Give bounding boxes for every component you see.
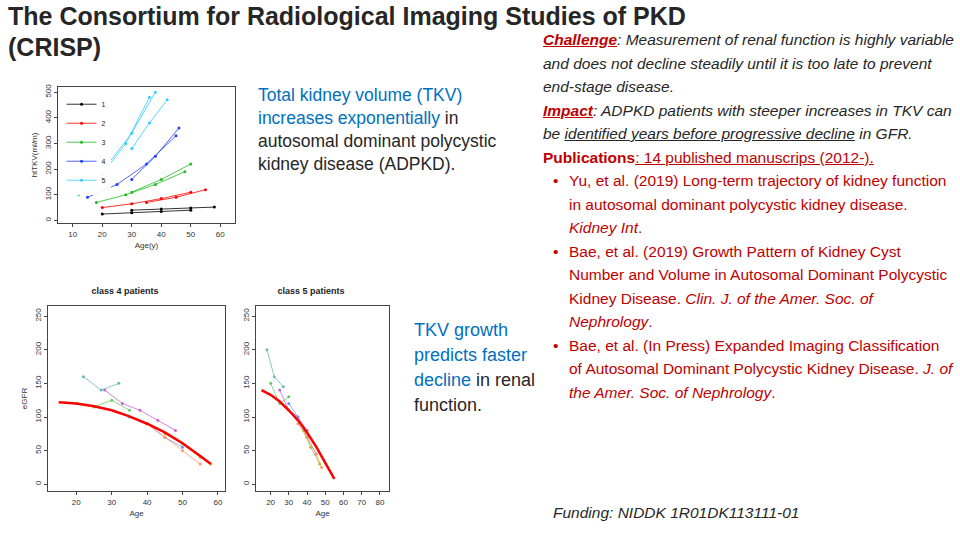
html-text:Publications: 14 published man: Publications: 14 published manuscrips (2… — [543, 148, 874, 166]
svg-text:200: 200 — [34, 341, 43, 355]
svg-text:20: 20 — [266, 498, 275, 507]
svg-text:40: 40 — [303, 498, 312, 507]
html-text:Bae, et al. (2019) Growth Patt: Bae, et al. (2019) Growth Pattern of Kid… — [569, 242, 948, 330]
html-text:The Consortium for Radiologica: The Consortium for Radiological Imaging … — [8, 2, 686, 30]
svg-text:Age(y): Age(y) — [135, 241, 159, 250]
html-text:Impact: ADPKD patients with st: Impact: ADPKD patients with steeper incr… — [543, 101, 952, 142]
html-text:Yu, et al. (2019) Long-term tr: Yu, et al. (2019) Long-term trajectory o… — [569, 172, 947, 213]
html-text:TKV growth predicts faster dec: TKV growth predicts faster decline in re… — [414, 320, 536, 415]
svg-text:40: 40 — [143, 498, 152, 507]
svg-text:500: 500 — [44, 84, 53, 98]
svg-text:100: 100 — [44, 186, 53, 200]
svg-text:400: 400 — [44, 109, 53, 123]
svg-text:5: 5 — [102, 177, 106, 184]
svg-text:0: 0 — [242, 480, 251, 485]
svg-text:eGFR: eGFR — [20, 388, 29, 410]
svg-text:50: 50 — [34, 444, 43, 453]
svg-text:0: 0 — [44, 216, 53, 221]
svg-text:30: 30 — [127, 230, 136, 239]
svg-text:0: 0 — [34, 480, 43, 485]
svg-text:Age: Age — [315, 509, 330, 518]
svg-text:100: 100 — [34, 409, 43, 423]
svg-text:50: 50 — [242, 444, 251, 453]
svg-text:150: 150 — [242, 375, 251, 389]
svg-text:200: 200 — [44, 161, 53, 175]
svg-text:1: 1 — [102, 101, 106, 108]
svg-text:50: 50 — [321, 498, 330, 507]
svg-text:4: 4 — [102, 158, 106, 165]
html-text:Bae, et al. (In Press) Expande: Bae, et al. (In Press) Expanded Imaging … — [569, 336, 953, 401]
html-text:Challenge: Measurement of rena: Challenge: Measurement of renal function… — [543, 31, 954, 95]
svg-text:htTKV(ml/m): htTKV(ml/m) — [30, 132, 39, 177]
html-text:Funding: NIDDK 1R01DK113111-01: Funding: NIDDK 1R01DK113111-01 — [553, 504, 800, 521]
svg-text:3: 3 — [102, 139, 106, 146]
svg-text:250: 250 — [242, 308, 251, 322]
svg-text:60: 60 — [339, 498, 348, 507]
svg-text:30: 30 — [284, 498, 293, 507]
svg-text:20: 20 — [98, 230, 107, 239]
svg-text:300: 300 — [44, 135, 53, 149]
svg-text:class 4 patients: class 4 patients — [91, 286, 158, 296]
svg-text:2: 2 — [102, 120, 106, 127]
svg-text:20: 20 — [72, 498, 81, 507]
svg-text:30: 30 — [107, 498, 116, 507]
svg-text:10: 10 — [68, 230, 77, 239]
svg-text:200: 200 — [242, 341, 251, 355]
svg-text:60: 60 — [213, 498, 222, 507]
svg-text:80: 80 — [375, 498, 384, 507]
svg-text:Age: Age — [129, 509, 144, 518]
svg-text:50: 50 — [186, 230, 195, 239]
html-text:(CRISP): (CRISP) — [8, 33, 102, 61]
svg-text:250: 250 — [34, 308, 43, 322]
html-text:Kidney Int.: Kidney Int. — [569, 219, 643, 236]
svg-text:40: 40 — [157, 230, 166, 239]
svg-text:100: 100 — [242, 409, 251, 423]
svg-text:150: 150 — [34, 375, 43, 389]
svg-text:70: 70 — [357, 498, 366, 507]
svg-text:50: 50 — [178, 498, 187, 507]
svg-text:class 5 patients: class 5 patients — [277, 286, 344, 296]
html-text:Total kidney volume (TKV) incr: Total kidney volume (TKV) increases expo… — [258, 85, 497, 174]
svg-text:60: 60 — [216, 230, 225, 239]
